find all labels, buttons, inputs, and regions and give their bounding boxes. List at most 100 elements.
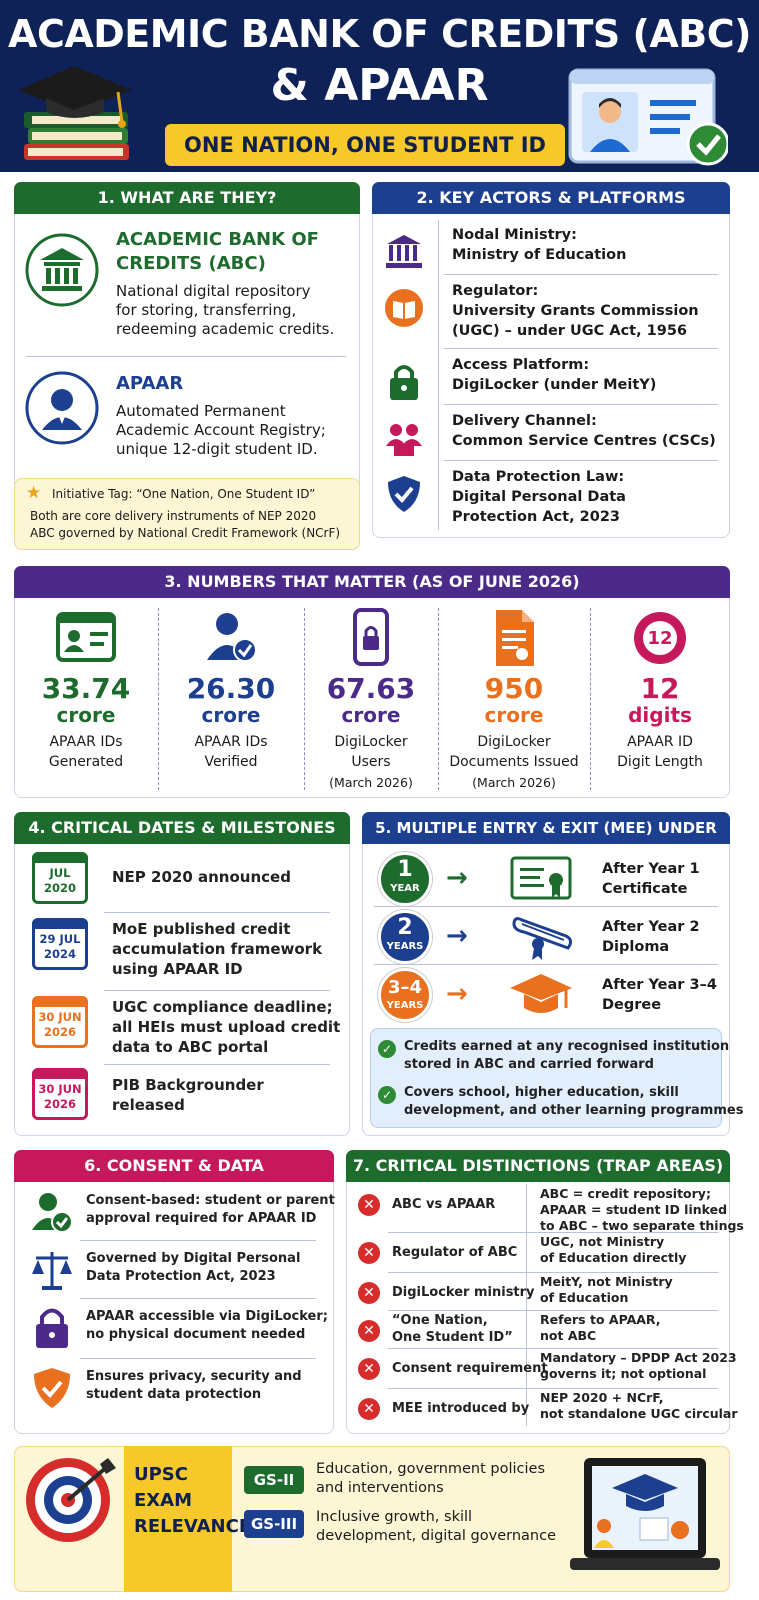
abc-desc-line1: National digital repository: [116, 282, 311, 300]
graduation-books-icon: [18, 66, 132, 160]
milestone-text-line1: PIB Backgrounder: [112, 1076, 264, 1094]
gs2-text: Education, government policies and inter…: [316, 1460, 545, 1498]
stat-unit: crore: [484, 703, 544, 727]
trap-topic-line1: “One Nation,: [392, 1313, 488, 1328]
calendar-date-line1: 30 JUN: [38, 1010, 82, 1024]
people-icon: [382, 416, 426, 460]
calendar-date-line1: JUL: [49, 866, 71, 880]
divider: [388, 1310, 718, 1311]
abc-title-line1: ACADEMIC BANK OF: [116, 229, 319, 250]
trap-fact-line2: not standalone UGC circular: [540, 1406, 738, 1421]
trap-fact-line1: NEP 2020 + NCrF,: [540, 1390, 664, 1405]
x-icon: ✕: [358, 1358, 380, 1380]
milestone-text-line2: released: [112, 1096, 185, 1114]
calendar-date: 29 JUL 2024: [35, 929, 85, 967]
note-line2: ABC governed by National Credit Framewor…: [30, 526, 341, 540]
calendar-date-line2: 2026: [43, 1097, 76, 1111]
year-badge: 1 YEAR: [378, 852, 432, 906]
stat-label-line1: APAAR IDs: [194, 734, 268, 750]
stat-label-line2: Documents Issued: [449, 754, 579, 770]
section4-heading: 4. CRITICAL DATES & MILESTONES: [14, 812, 350, 844]
abc-title: ACADEMIC BANK OF CREDITS (ABC): [116, 228, 319, 276]
actor-value: DigiLocker (under MeitY): [452, 377, 657, 393]
user-check-icon: [30, 1190, 74, 1234]
upsc-label-line3: RELEVANCE: [134, 1516, 252, 1537]
trap-fact-line2: of Education directly: [540, 1250, 687, 1265]
verified-user-icon: [199, 608, 263, 668]
stat-unit: crore: [341, 703, 401, 727]
stat-value: 12: [640, 672, 680, 705]
trap-topic: MEE introduced by: [392, 1401, 530, 1416]
stat-label-line1: APAAR ID: [627, 734, 693, 750]
divider: [80, 1298, 316, 1299]
actor-label: Nodal Ministry:: [452, 227, 577, 243]
mee-note-line2: stored in ABC and carried forward: [404, 1057, 654, 1072]
divider: [104, 990, 330, 991]
x-icon: ✕: [358, 1282, 380, 1304]
document-icon: [482, 608, 546, 668]
divider: [388, 1348, 718, 1349]
graduation-cap-icon: [508, 970, 574, 1020]
id-card-icon: [568, 68, 728, 166]
trap-fact-line1: MeitY, not Ministry: [540, 1274, 673, 1289]
stat-label-line2: Verified: [204, 754, 258, 770]
x-icon: ✕: [358, 1320, 380, 1342]
year-unit: YEAR: [390, 883, 420, 894]
calendar-date: JUL 2020: [35, 863, 85, 901]
consent-line1: Consent-based: student or parent: [86, 1193, 335, 1208]
actor-label: Delivery Channel:: [452, 413, 597, 429]
divider: [444, 460, 718, 461]
upsc-label-line2: EXAM: [134, 1490, 193, 1511]
exit-label-line1: After Year 2: [602, 919, 700, 935]
divider: [374, 964, 718, 965]
stat-label-line1: DigiLocker: [334, 734, 408, 750]
exit-label-line2: Degree: [602, 997, 662, 1013]
dashed-divider: [304, 608, 305, 790]
calendar-date: 30 JUN 2026: [35, 1007, 85, 1045]
milestone-text-line1: UGC compliance deadline;: [112, 998, 333, 1016]
section1-heading: 1. WHAT ARE THEY?: [14, 182, 360, 214]
exit-label-line1: After Year 1: [602, 861, 700, 877]
exit-label-line2: Certificate: [602, 881, 688, 897]
milestone-text-line3: using APAAR ID: [112, 960, 243, 978]
section2-heading: 2. KEY ACTORS & PLATFORMS: [372, 182, 730, 214]
exit-label-line1: After Year 3–4: [602, 977, 717, 993]
consent-line1: Governed by Digital Personal: [86, 1251, 301, 1266]
page-title: ACADEMIC BANK OF CREDITS (ABC): [8, 12, 751, 56]
dashed-divider: [590, 608, 591, 790]
bank-icon: [25, 233, 99, 307]
arrow-right-icon: →: [446, 979, 468, 1009]
gs3-tag: GS-III: [244, 1510, 304, 1538]
consent-line2: no physical document needed: [86, 1327, 306, 1342]
trap-fact-line2: not ABC: [540, 1328, 597, 1343]
stat-label-line3: (March 2026): [472, 775, 556, 790]
calendar-icon: 30 JUN 2026: [32, 1068, 88, 1120]
actor-value: Digital Personal Data: [452, 489, 626, 505]
divider: [388, 1388, 718, 1389]
laptop-graduate-icon: [570, 1458, 720, 1570]
actor-value: Ministry of Education: [452, 247, 627, 263]
apaar-desc-line1: Automated Permanent: [116, 402, 286, 420]
book-icon: [382, 286, 426, 330]
dashed-divider: [438, 608, 439, 790]
stat-label-line3: (March 2026): [329, 775, 413, 790]
check-icon: ✓: [378, 1040, 396, 1058]
divider: [104, 912, 330, 913]
initiative-note: [14, 478, 360, 550]
upsc-label: UPSC EXAM RELEVANCE: [134, 1462, 251, 1540]
actor-value-line2: (UGC) – under UGC Act, 1956: [452, 323, 688, 339]
divider: [388, 1272, 718, 1273]
trap-fact-line1: ABC = credit repository;: [540, 1186, 711, 1201]
check-icon: ✓: [378, 1086, 396, 1104]
certificate-icon: [508, 854, 574, 904]
consent-line1: Ensures privacy, security and: [86, 1369, 302, 1384]
exit-label-line2: Diploma: [602, 939, 670, 955]
divider: [388, 1232, 718, 1233]
x-icon: ✕: [358, 1194, 380, 1216]
trap-fact-line3: to ABC – two separate things: [540, 1218, 744, 1233]
section-key-actors: [372, 182, 730, 538]
gs3-text: Inclusive growth, skill development, dig…: [316, 1508, 556, 1546]
stat-unit: crore: [201, 703, 261, 727]
trap-fact-line1: Mandatory – DPDP Act 2023: [540, 1350, 737, 1365]
trap-fact-line1: Refers to APAAR,: [540, 1312, 661, 1327]
